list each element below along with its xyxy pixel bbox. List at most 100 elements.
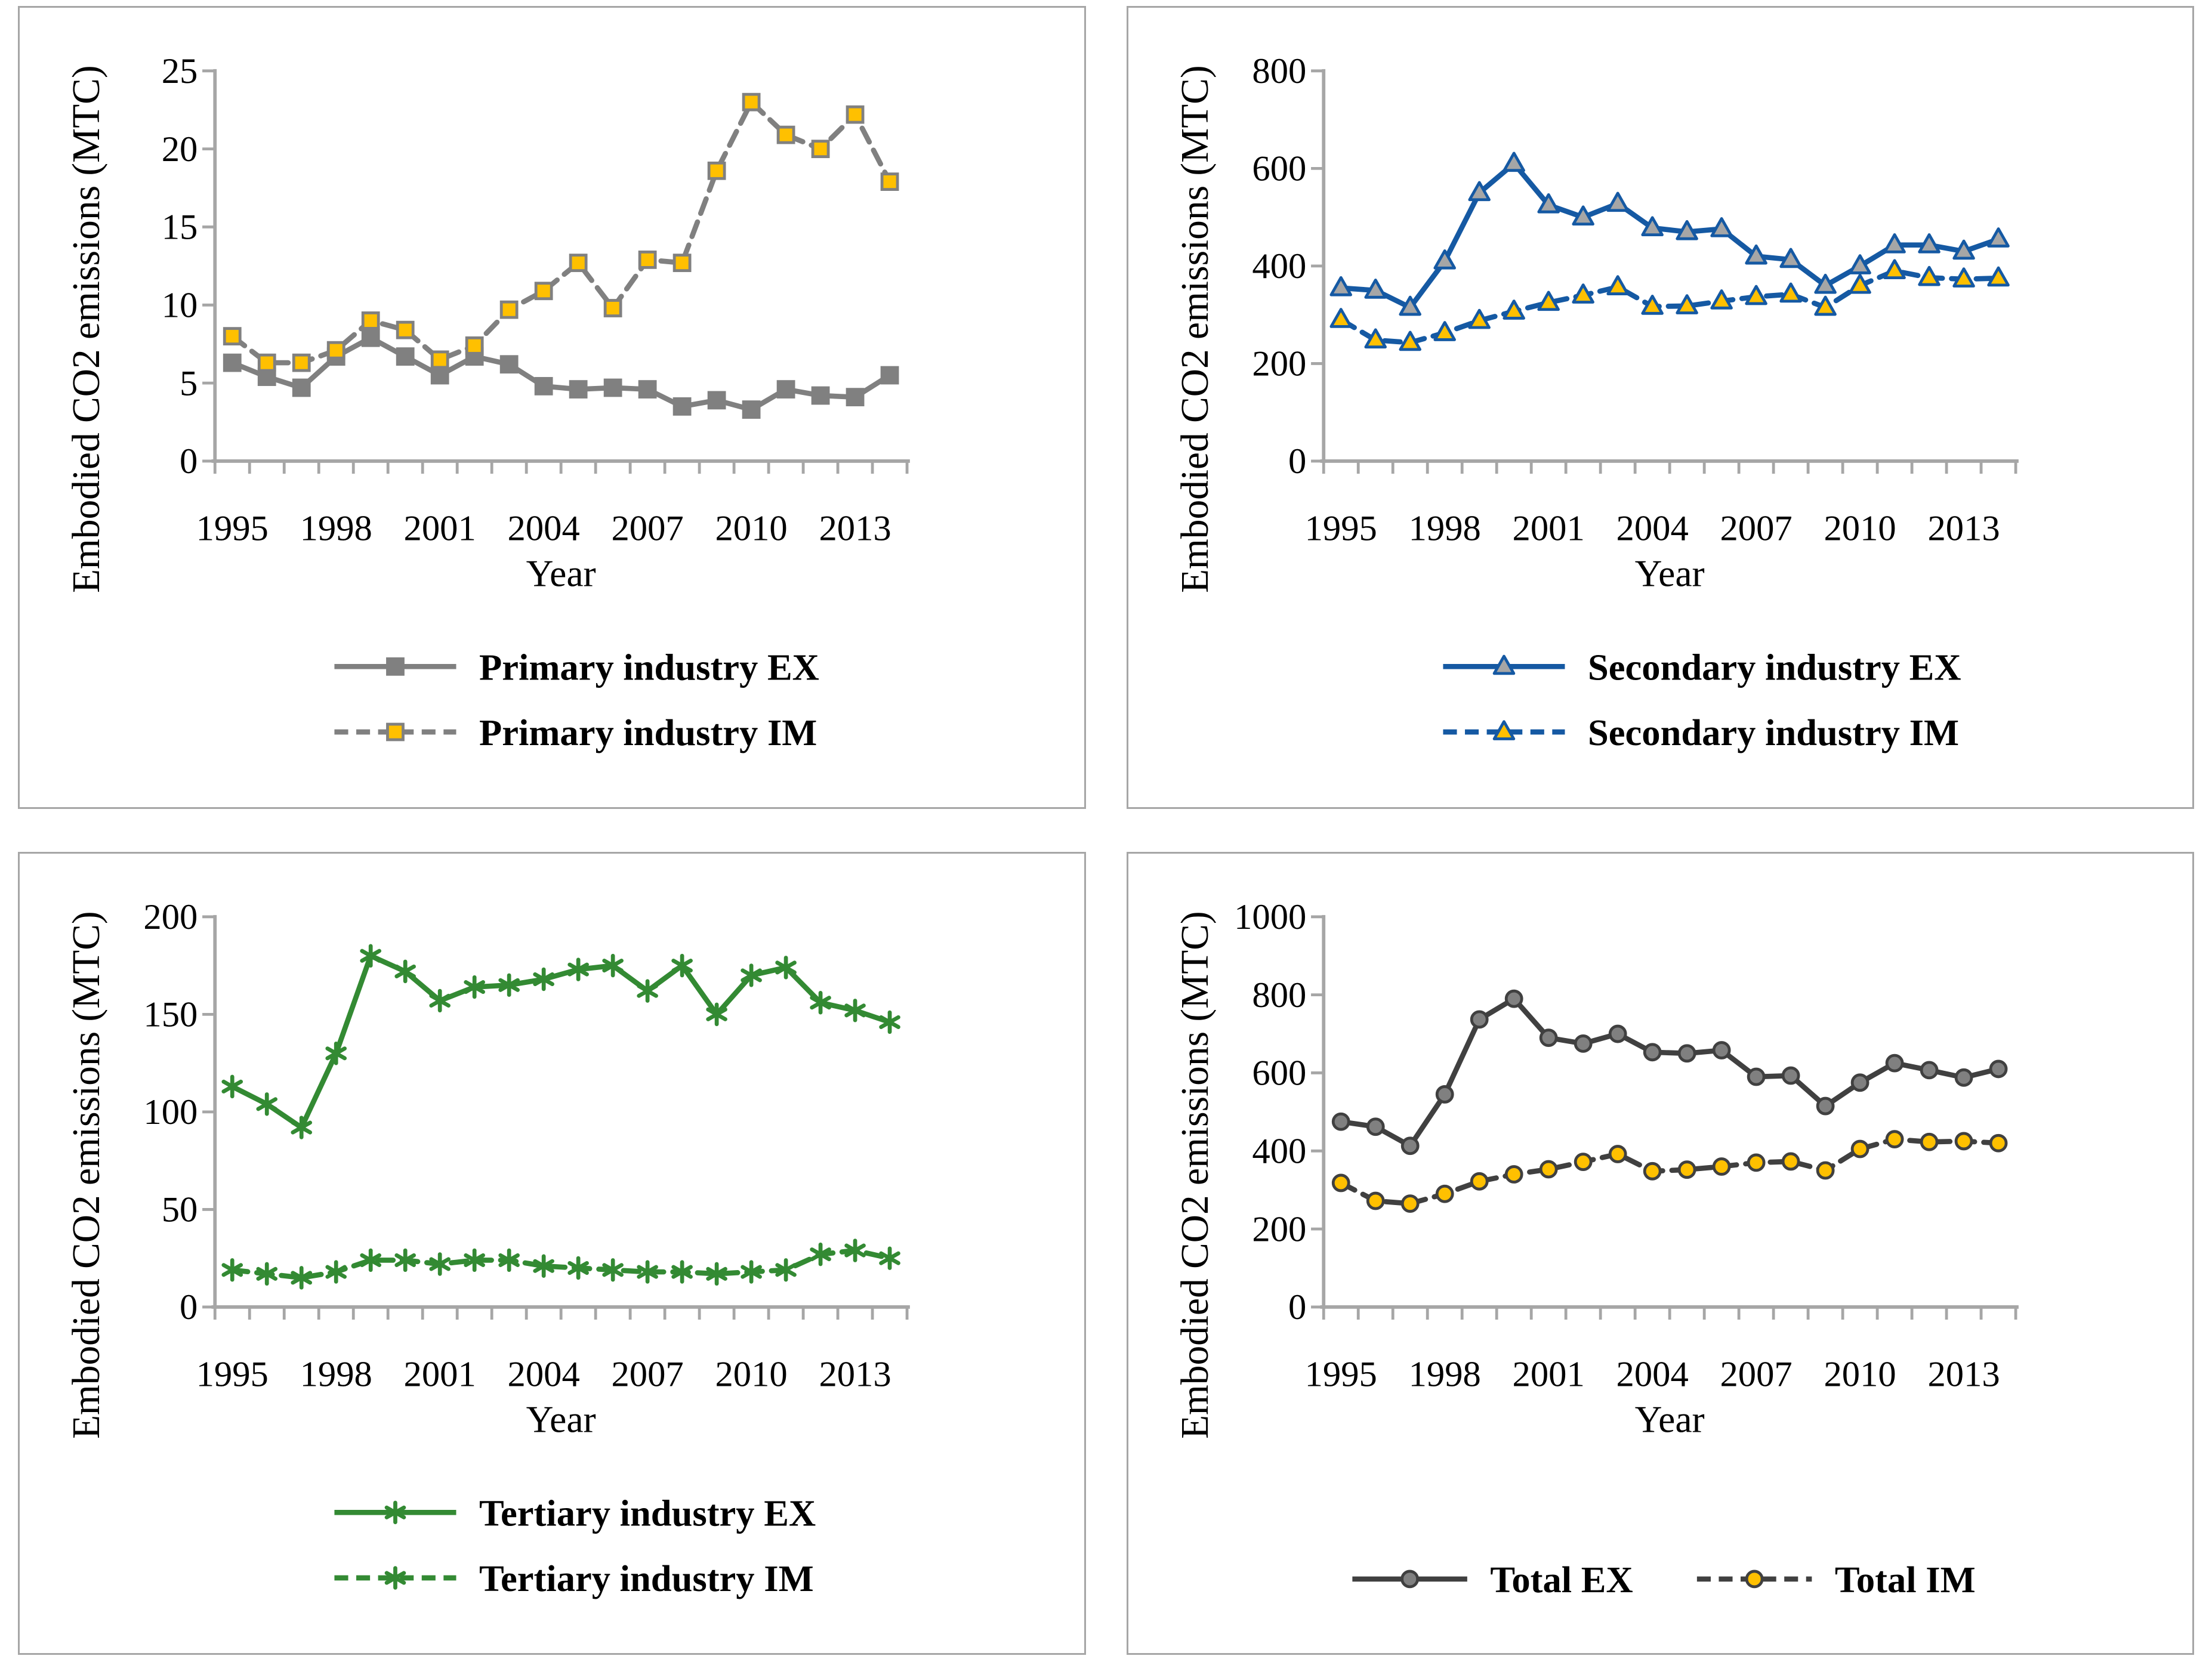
data-point-marker [1779, 282, 1802, 303]
data-point-marker [1712, 1041, 1731, 1059]
y-tick-label: 25 [162, 51, 198, 91]
legend-entry: Secondary industry EX [1442, 646, 1961, 688]
x-tick-label: 2007 [611, 509, 683, 549]
data-point-marker [1989, 1059, 2007, 1079]
data-point-marker [223, 353, 242, 372]
data-point-marker [1747, 1153, 1766, 1172]
data-point-marker [1574, 1034, 1593, 1053]
data-point-marker [361, 311, 380, 330]
data-point-marker [396, 320, 415, 339]
data-point-marker [741, 963, 762, 987]
x-tick-label: 1998 [1408, 1355, 1480, 1395]
data-point-marker [1366, 1191, 1385, 1210]
x-tick-label: 2001 [404, 509, 476, 549]
series-line-total-ex [1338, 996, 2001, 1149]
data-point-marker [292, 353, 311, 372]
data-point-marker [1331, 1112, 1350, 1131]
series-line-tertiary-industry-ex [229, 953, 893, 1130]
x-tick-label: 1998 [300, 1355, 372, 1395]
data-point-marker [1883, 259, 1906, 280]
data-point-marker [1712, 1157, 1731, 1176]
x-tick-label: 2010 [1824, 509, 1896, 549]
data-point-marker [775, 956, 797, 980]
data-point-marker [569, 380, 588, 398]
legend: Tertiary industry EX Tertiary industry IM [334, 1492, 816, 1599]
legend-label: Total IM [1834, 1559, 1975, 1601]
data-point-marker [1954, 1132, 1973, 1151]
data-point-marker [811, 386, 830, 405]
data-point-marker [1986, 266, 2010, 287]
data-point-marker [846, 388, 865, 407]
data-point-marker [1492, 720, 1515, 740]
y-axis-title: Embodied CO2 emissions (MTC) [65, 911, 108, 1439]
legend-label: Primary industry IM [479, 712, 817, 753]
data-point-marker [1537, 291, 1560, 311]
data-point-marker [1492, 654, 1515, 675]
data-point-marker [637, 979, 658, 1003]
data-point-marker [360, 1248, 382, 1272]
data-point-marker [1571, 283, 1594, 304]
x-tick-label: 1995 [1304, 1355, 1377, 1395]
data-point-marker [499, 355, 519, 374]
data-point-marker [1539, 1160, 1558, 1179]
x-tick-label: 2013 [819, 509, 891, 549]
y-tick-label: 100 [143, 1092, 198, 1132]
legend-entry: Total EX [1352, 1559, 1633, 1601]
data-point-marker [325, 1260, 347, 1284]
data-point-marker [1574, 1153, 1593, 1171]
y-tick-label: 600 [1252, 149, 1306, 189]
legend: Total EX Total IM [1352, 1559, 1975, 1601]
data-point-marker [706, 1262, 727, 1286]
data-point-marker [1917, 233, 1940, 254]
data-point-marker [1920, 1132, 1938, 1151]
data-point-marker [1986, 227, 2010, 248]
data-point-marker [1781, 1066, 1800, 1085]
y-axis-title: Embodied CO2 emissions (MTC) [1173, 911, 1216, 1439]
data-point-marker [1329, 308, 1352, 328]
data-point-marker [1470, 1010, 1489, 1029]
data-point-marker [810, 1242, 831, 1266]
data-point-marker [1502, 152, 1525, 172]
legend-label: Tertiary industry IM [479, 1558, 814, 1599]
data-point-marker [384, 1566, 406, 1590]
data-point-marker [1608, 1145, 1627, 1163]
y-tick-label: 0 [1288, 441, 1306, 481]
data-point-marker [742, 92, 761, 112]
y-tick-label: 5 [180, 363, 198, 403]
data-point-marker [844, 1238, 866, 1262]
x-tick-label: 2013 [1927, 509, 2000, 549]
x-tick-label: 1998 [1408, 509, 1480, 549]
legend-label: Primary industry EX [479, 646, 819, 688]
x-axis-title: Year [1634, 1398, 1704, 1441]
data-point-marker [1781, 1152, 1800, 1171]
data-point-marker [1539, 1028, 1558, 1047]
data-point-marker [1504, 989, 1523, 1008]
data-point-marker [776, 380, 795, 398]
x-tick-label: 2010 [715, 509, 787, 549]
data-point-marker [1813, 273, 1837, 294]
x-tick-label: 2007 [1720, 1355, 1792, 1395]
data-point-marker [707, 391, 726, 410]
y-tick-label: 200 [143, 897, 198, 937]
data-point-marker [429, 1252, 451, 1276]
series-markers-secondary-industry-ex [1329, 152, 2010, 316]
data-point-marker [291, 1116, 313, 1139]
data-point-marker [1606, 275, 1629, 295]
data-point-marker [498, 973, 520, 997]
y-tick-label: 800 [1252, 51, 1306, 91]
data-point-marker [1883, 233, 1906, 254]
data-point-marker [1779, 248, 1802, 268]
y-tick-label: 0 [180, 1287, 198, 1327]
y-tick-label: 0 [1288, 1287, 1306, 1327]
data-point-marker [567, 957, 589, 981]
data-point-marker [1745, 1570, 1764, 1589]
x-tick-label: 2004 [508, 1355, 580, 1395]
data-point-marker [1952, 239, 1975, 260]
data-point-marker [1435, 1085, 1454, 1104]
data-point-marker [1643, 1043, 1662, 1062]
series-markers-primary-industry-ex [223, 328, 899, 419]
series-markers-secondary-industry-im [1329, 259, 2010, 351]
data-point-marker [846, 105, 865, 124]
series-line-secondary-industry-ex [1338, 160, 2001, 310]
